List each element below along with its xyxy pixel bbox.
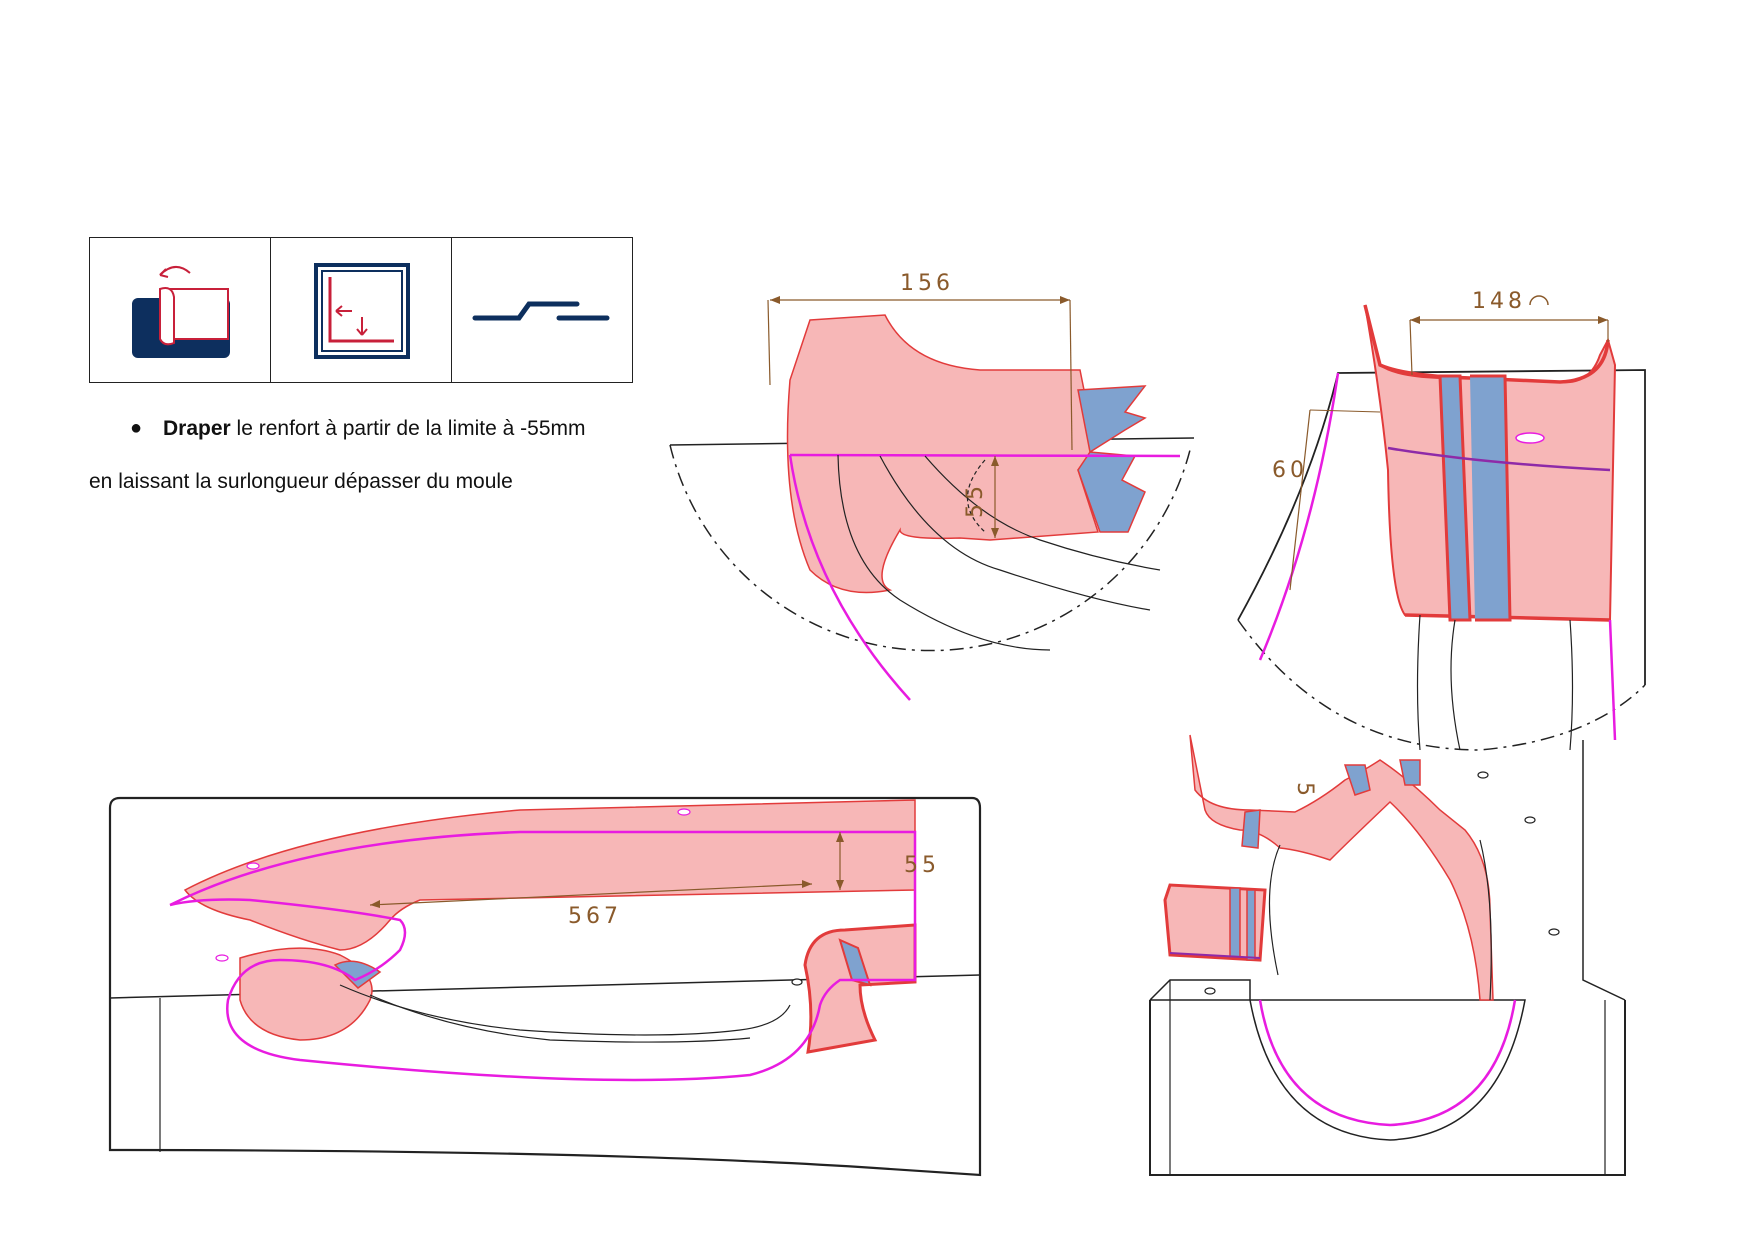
drape-fold-icon bbox=[132, 266, 230, 358]
overlap-band-upper bbox=[1077, 385, 1147, 454]
detail-boundary bbox=[669, 444, 1191, 652]
detail-view-left: 156 55 bbox=[669, 271, 1195, 701]
limit-curve bbox=[1258, 372, 1340, 661]
bullet-icon: ● bbox=[130, 417, 143, 439]
width-dimension-label: 148 bbox=[1472, 289, 1526, 314]
overlap-band-lower bbox=[1077, 451, 1146, 533]
ply-right-corner bbox=[803, 923, 917, 1054]
step-offset-icon bbox=[472, 301, 610, 321]
height-dimension-label: 55 bbox=[963, 482, 988, 518]
length-dimension-line bbox=[369, 883, 813, 906]
main-mold-view: 567 55 bbox=[108, 796, 982, 1177]
height-dimension-label: 60 bbox=[1272, 458, 1308, 483]
instruction-line2: en laissant la surlongueur dépasser du m… bbox=[89, 470, 513, 493]
offset-line bbox=[1387, 446, 1611, 472]
instruction-text: ● Draper le renfort à partir de la limit… bbox=[89, 402, 649, 508]
corner-limit-icon bbox=[314, 263, 410, 359]
instruction-bullet: ● Draper le renfort à partir de la limit… bbox=[89, 402, 649, 455]
height-dimension-label: 55 bbox=[904, 853, 940, 878]
icon-table bbox=[89, 237, 633, 383]
icon-cell-corner bbox=[270, 237, 452, 383]
side-dimension-label: 5 bbox=[1292, 782, 1317, 800]
side-mold-view: 5 bbox=[1149, 734, 1626, 1176]
length-dimension-label: 567 bbox=[568, 904, 622, 929]
limit-curve bbox=[1258, 999, 1517, 1127]
detail-boundary bbox=[1237, 619, 1646, 751]
limit-line bbox=[789, 453, 1181, 458]
limit-line bbox=[169, 830, 917, 1082]
arc-symbol-icon bbox=[1529, 295, 1549, 306]
instruction-rest: le renfort à partir de la limite à -55mm bbox=[230, 417, 586, 440]
mold-outline bbox=[108, 796, 982, 1177]
instruction-bold: Draper bbox=[163, 417, 231, 440]
ply-shape bbox=[786, 314, 1100, 594]
ply-main-shape bbox=[183, 799, 916, 951]
width-dimension-label: 156 bbox=[900, 271, 954, 296]
detail-view-right: 148 60 bbox=[1237, 289, 1646, 751]
height-dimension-line bbox=[1289, 409, 1311, 591]
overlap-band bbox=[1438, 374, 1472, 622]
icon-cell-drape bbox=[89, 237, 271, 383]
limit-curve bbox=[788, 454, 911, 701]
icon-cell-step bbox=[451, 237, 633, 383]
